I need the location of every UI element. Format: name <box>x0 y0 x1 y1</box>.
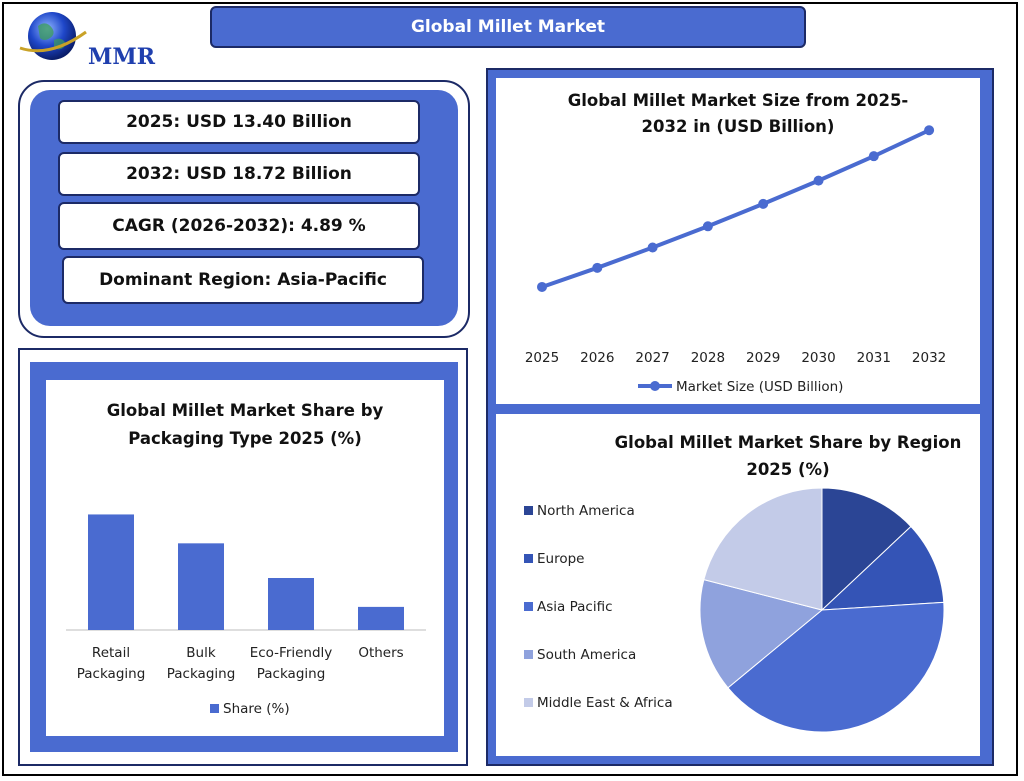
legend-swatch <box>524 698 533 707</box>
stat-cagr: CAGR (2026-2032): 4.89 % <box>58 202 420 250</box>
chart-title: 2025 (%) <box>746 460 829 479</box>
bar <box>268 578 314 630</box>
category-label: Packaging <box>167 666 236 682</box>
x-tick-label: 2027 <box>635 350 669 366</box>
legend-swatch <box>524 554 533 563</box>
legend-swatch <box>524 650 533 659</box>
data-point <box>592 262 603 273</box>
series-line <box>541 128 930 289</box>
legend-swatch <box>210 704 219 713</box>
x-tick-label: 2032 <box>912 350 946 366</box>
bar <box>358 606 404 630</box>
legend-point-marker <box>650 381 660 391</box>
logo-text: MMR <box>88 44 155 70</box>
x-tick-label: 2026 <box>580 350 614 366</box>
chart-title: Global Millet Market Size from 2025- <box>568 91 909 110</box>
bar-chart-card: Global Millet Market Share by Packaging T… <box>46 380 444 736</box>
stat-dominant-region: Dominant Region: Asia-Pacific <box>62 256 424 304</box>
data-point <box>702 221 713 232</box>
packaging-bar-chart: Global Millet Market Share by Packaging T… <box>66 401 426 717</box>
x-tick-label: 2030 <box>801 350 835 366</box>
pie-slice <box>821 487 912 612</box>
data-point <box>813 175 824 186</box>
chart-title: 2032 in (USD Billion) <box>642 117 835 136</box>
legend-label: North America <box>537 503 635 519</box>
pie-slice <box>727 601 945 733</box>
pie-chart-card: Global Millet Market Share by Region 2025… <box>496 414 980 756</box>
x-tick-label: 2025 <box>525 350 559 366</box>
pie-slice <box>703 487 823 611</box>
category-label: Others <box>358 645 403 661</box>
legend-swatch <box>524 602 533 611</box>
pie-slice <box>820 525 945 611</box>
chart-title: Global Millet Market Share by Region <box>615 433 962 452</box>
legend-label: South America <box>537 647 636 663</box>
category-label: Eco-Friendly <box>250 645 333 661</box>
legend-label: Middle East & Africa <box>537 695 673 711</box>
legend-label: Share (%) <box>223 701 290 717</box>
chart-title: Packaging Type 2025 (%) <box>128 429 362 448</box>
data-point <box>924 125 935 136</box>
line-chart-card: Global Millet Market Size from 2025- 2032… <box>496 78 980 404</box>
stat-2032-value: 2032: USD 18.72 Billion <box>58 152 420 196</box>
x-tick-label: 2031 <box>857 350 891 366</box>
data-point <box>868 151 879 162</box>
globe-icon <box>19 12 87 60</box>
legend-label: Europe <box>537 551 584 567</box>
bar <box>178 543 224 630</box>
region-pie-chart: Global Millet Market Share by Region 2025… <box>524 433 962 733</box>
data-point <box>537 281 547 292</box>
bar <box>88 514 134 630</box>
market-size-line-chart: Global Millet Market Size from 2025- 2032… <box>525 91 946 395</box>
mmr-logo: MMR <box>14 8 164 70</box>
x-tick-label: 2028 <box>691 350 725 366</box>
stat-2025-value: 2025: USD 13.40 Billion <box>58 100 420 144</box>
category-label: Packaging <box>77 666 146 682</box>
page-title: Global Millet Market <box>210 6 806 48</box>
category-label: Bulk <box>186 645 216 661</box>
category-label: Retail <box>92 645 130 661</box>
legend-label: Market Size (USD Billion) <box>676 379 843 395</box>
category-label: Packaging <box>257 666 326 682</box>
data-point <box>647 242 658 253</box>
legend-swatch <box>524 506 533 515</box>
x-tick-label: 2029 <box>746 350 780 366</box>
pie-slice <box>699 579 824 689</box>
legend-label: Asia Pacific <box>537 599 613 615</box>
chart-title: Global Millet Market Share by <box>107 401 384 420</box>
data-point <box>758 198 769 209</box>
